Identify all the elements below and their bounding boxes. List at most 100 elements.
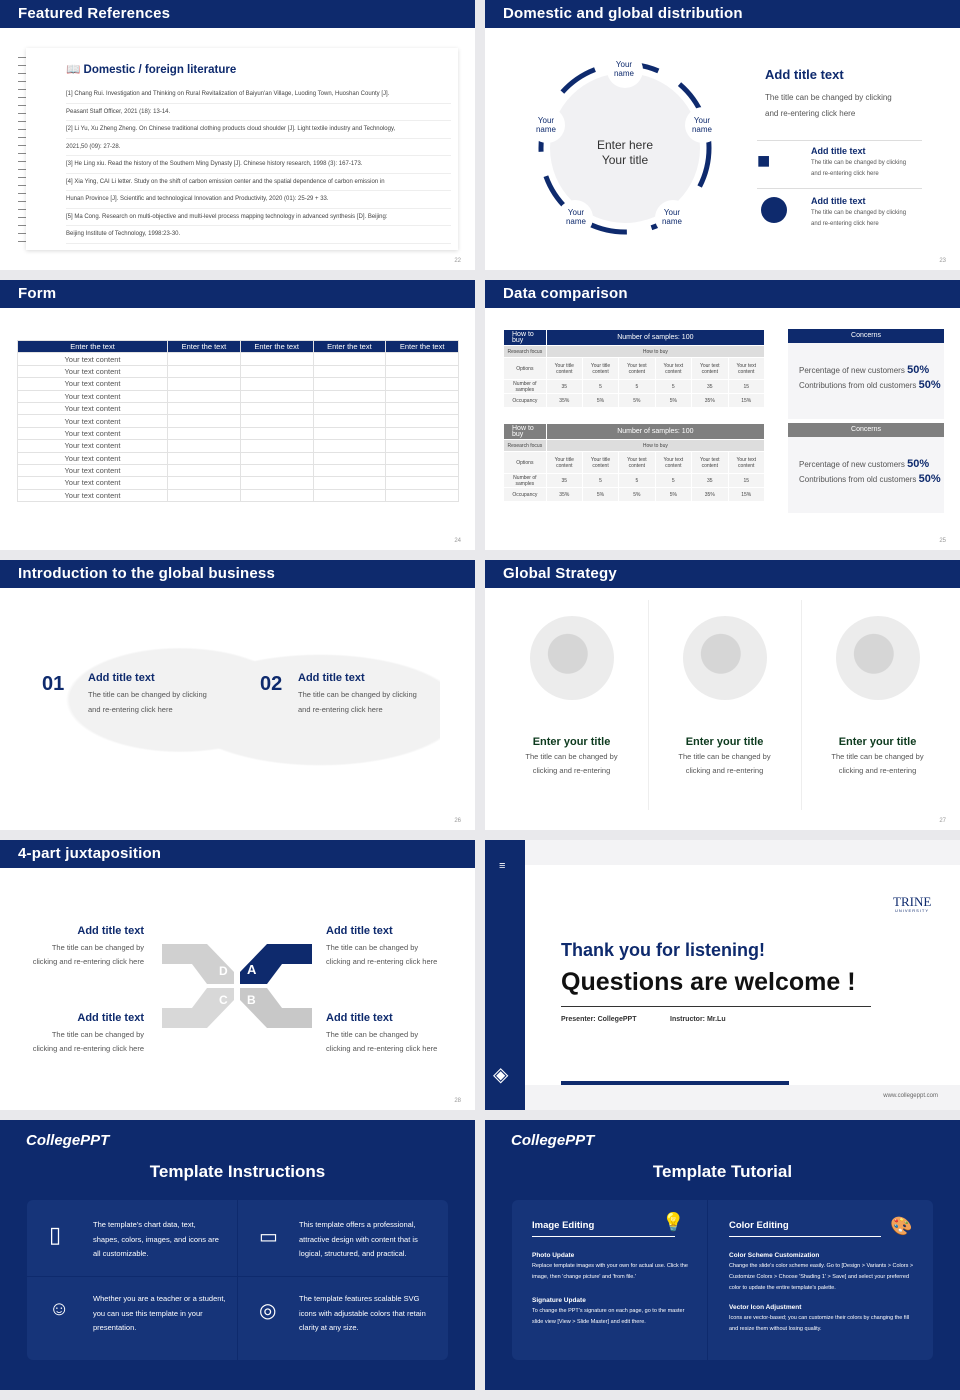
item-title: Add title text: [326, 925, 393, 937]
cell: 5%: [618, 393, 656, 408]
table-row: Your text content: [17, 389, 459, 403]
palette-icon: 🎨: [890, 1216, 913, 1236]
center-text: Enter here: [596, 138, 654, 152]
layout-icon: ▭: [259, 1226, 278, 1248]
page-number: 26: [454, 818, 461, 824]
cell: Options: [503, 451, 547, 474]
table-row: Your text content: [17, 463, 459, 478]
desc: and re-entering click here: [811, 171, 879, 177]
table-row: Your text content: [17, 488, 459, 503]
label: Percentage of new customers: [799, 366, 905, 375]
section-heading: Color Scheme Customization: [729, 1252, 820, 1259]
cell: 5%: [581, 487, 620, 502]
cell: 15: [727, 473, 765, 488]
section-text: Icons are vector-based; you can customiz…: [729, 1315, 910, 1332]
node-name: Your name: [535, 116, 556, 134]
cell: Your text content: [17, 426, 168, 441]
item-title: Enter your title: [685, 736, 764, 748]
reference-line: Beijing Institute of Technology, 1998:23…: [66, 226, 451, 244]
table-row: Your text content: [17, 426, 459, 441]
china-map-icon: ■: [757, 148, 771, 173]
section-heading: Vector Icon Adjustment: [729, 1304, 802, 1311]
form-table: Enter the text Enter the text Enter the te…: [17, 339, 459, 503]
world-map-background: [40, 620, 440, 820]
slide-distribution[interactable]: Domestic and global distribution Enter h…: [485, 0, 960, 270]
cell: Your text content: [17, 451, 168, 465]
cell: Your text content: [17, 463, 168, 478]
card-heading: Domestic / foreign literature: [83, 64, 237, 76]
slide-featured-references[interactable]: Featured References 📖 Domestic / foreign…: [0, 0, 475, 270]
desc: clicking and re-entering click here: [326, 957, 438, 966]
book-icon: 📖: [66, 64, 84, 76]
cell: 5: [581, 473, 620, 488]
slide-template-tutorial[interactable]: CollegePPT Template Tutorial Image Editi…: [485, 1120, 960, 1390]
slide-global-business[interactable]: Introduction to the global business 01 A…: [0, 560, 475, 830]
cell: 35%: [545, 393, 583, 408]
desc: The title can be changed by clicking: [765, 93, 892, 102]
image-editing-title: Image Editing: [532, 1220, 675, 1237]
page-number: 22: [454, 258, 461, 264]
menu-icon[interactable]: ≡: [499, 860, 506, 872]
value: 50%: [918, 473, 941, 485]
comparison-table: How to buy Number of samples: 100 Researc…: [503, 423, 766, 502]
table-row: Your text content: [17, 451, 459, 465]
item-title: Add title text: [811, 196, 866, 206]
lightbulb-icon: 💡: [662, 1212, 685, 1232]
instruction-text: The template features scalable SVG icons…: [299, 1294, 426, 1332]
item-title: Add title text: [77, 925, 144, 937]
node-name: Your name: [661, 208, 682, 226]
thanks-text: Thank you for listening!: [561, 940, 766, 960]
slide-juxtaposition[interactable]: 4-part juxtaposition Add title text The t…: [0, 840, 475, 1110]
desc: and re-entering click here: [765, 109, 856, 118]
presenter: Presenter: CollegePPT: [561, 1016, 637, 1023]
desc: The title can be changed by clicking: [811, 160, 907, 166]
slide-title: Global Strategy: [485, 560, 960, 588]
cell: 15%: [727, 487, 765, 502]
concerns-card: Concerns Percentage of new customers 50% C…: [788, 329, 944, 419]
slide-title: Form: [0, 280, 475, 308]
cell: Your text content: [17, 364, 168, 379]
reference-line: [1] Chang Rui. Investigation and Thinkin…: [66, 86, 451, 104]
instruction-text: Whether you are a teacher or a student, …: [93, 1294, 226, 1332]
cell: 5%: [618, 487, 656, 502]
concerns-title: Concerns: [788, 329, 944, 343]
desc: The title can be changed by: [51, 943, 144, 952]
letter-d: D: [219, 964, 228, 978]
slide-thank-you[interactable]: ≡ ◈ TRINE UNIVERSITY Thank you for liste…: [485, 840, 960, 1110]
website: www.collegeppt.com: [883, 1093, 938, 1099]
cell: Occupancy: [503, 393, 547, 408]
cell: Your text content: [654, 451, 693, 474]
cell: Your title content: [545, 357, 583, 380]
item-title: Enter your title: [838, 736, 917, 748]
slide-template-instructions[interactable]: CollegePPT Template Instructions ▯ The t…: [0, 1120, 475, 1390]
desc: clicking and re-entering: [532, 766, 611, 775]
item-title: Add title text: [77, 1012, 144, 1024]
cell: Your text content: [17, 352, 168, 366]
cell: Your text content: [17, 439, 168, 453]
letter-c: C: [219, 993, 228, 1007]
table-row: Your text content: [17, 476, 459, 490]
desc: and re-entering click here: [811, 221, 879, 227]
table-row: Your text content: [17, 414, 459, 428]
globe-icon: [761, 197, 787, 223]
page-number: 23: [939, 258, 946, 264]
globe-icon: [683, 616, 767, 700]
slide-data-comparison[interactable]: Data comparison How to buy Number of samp…: [485, 280, 960, 550]
number: 01: [42, 673, 65, 695]
cell: 5: [581, 379, 620, 394]
slide-global-strategy[interactable]: Global Strategy Enter your title The titl…: [485, 560, 960, 830]
cell: Your text content: [654, 357, 693, 380]
cell: Your text content: [727, 451, 765, 474]
table-row: Your text content: [17, 439, 459, 453]
brand-logo: TRINE: [893, 894, 932, 909]
instruction-text: This template offers a professional, att…: [299, 1220, 418, 1258]
slide-form[interactable]: Form Enter the text Enter the text Enter t…: [0, 280, 475, 550]
cell: 35: [545, 379, 583, 394]
value: 50%: [907, 458, 930, 470]
cell: 35%: [691, 487, 729, 502]
desc: The title can be changed by: [326, 943, 419, 952]
number: 02: [260, 673, 283, 695]
cell: Your text content: [17, 377, 168, 391]
table-header: Number of samples: 100: [545, 423, 766, 440]
desc: The title can be changed by clicking: [298, 690, 417, 699]
